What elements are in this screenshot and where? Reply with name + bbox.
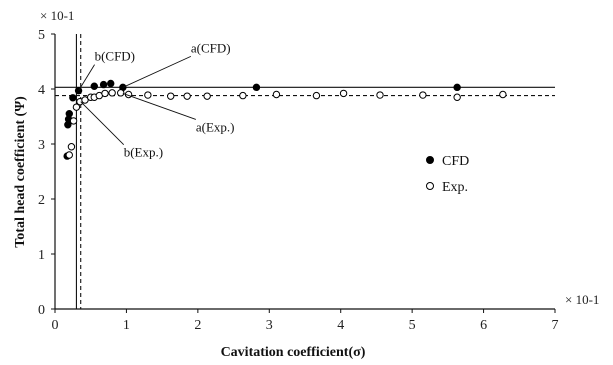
exp-point bbox=[67, 143, 76, 151]
x-tick-label: 6 bbox=[480, 318, 487, 333]
x-tick-label: 3 bbox=[266, 318, 273, 333]
exp-point bbox=[183, 92, 191, 100]
exp-point bbox=[167, 92, 175, 100]
exp-point bbox=[499, 90, 507, 99]
exp-point bbox=[339, 89, 348, 98]
cfd-point bbox=[74, 86, 83, 95]
cfd-point bbox=[69, 94, 77, 102]
exp-point bbox=[144, 91, 152, 99]
legend-exp-label: Exp. bbox=[442, 180, 468, 195]
x-multiplier: × 10-1 bbox=[565, 292, 599, 307]
y-tick-label: 5 bbox=[38, 28, 45, 43]
cfd-point bbox=[90, 82, 98, 90]
y-tick-label: 0 bbox=[38, 303, 45, 318]
annotation-arrow bbox=[122, 55, 192, 88]
exp-point bbox=[101, 89, 109, 98]
x-tick-label: 7 bbox=[552, 318, 559, 333]
exp-point bbox=[72, 103, 81, 111]
y-tick-label: 4 bbox=[38, 83, 45, 98]
x-tick-label: 2 bbox=[194, 318, 201, 333]
annotation-label: b(Exp.) bbox=[124, 145, 163, 160]
cfd-point bbox=[252, 83, 261, 92]
data-points bbox=[63, 79, 507, 160]
y-axis-label: Total head coefficient (Ψ) bbox=[13, 96, 28, 248]
annotations: b(CFD) a(CFD) a(Exp.) b(Exp.) bbox=[78, 40, 235, 160]
tick-labels: 0 1 2 3 4 5 6 7 0 1 2 3 4 5 bbox=[38, 28, 559, 333]
x-axis-label: Cavitation coefficient(σ) bbox=[221, 345, 366, 360]
exp-point bbox=[108, 89, 116, 97]
exp-point bbox=[272, 90, 281, 99]
legend-cfd-label: CFD bbox=[442, 154, 469, 169]
exp-point bbox=[65, 151, 73, 159]
x-tick-label: 4 bbox=[337, 318, 344, 333]
exp-point bbox=[117, 89, 125, 97]
cfd-point bbox=[107, 79, 115, 88]
annotation-label: b(CFD) bbox=[95, 49, 135, 64]
y-tick-label: 3 bbox=[38, 138, 45, 153]
exp-point bbox=[239, 91, 247, 100]
y-tick-label: 1 bbox=[38, 248, 45, 263]
x-tick-label: 0 bbox=[52, 318, 59, 333]
axes bbox=[51, 33, 556, 313]
legend-exp-marker bbox=[426, 182, 434, 190]
legend: CFD Exp. bbox=[426, 154, 469, 195]
exp-point bbox=[69, 117, 78, 125]
exp-point bbox=[203, 92, 211, 100]
exp-point bbox=[453, 93, 461, 101]
annotation-label: a(CFD) bbox=[191, 40, 231, 55]
reference-lines bbox=[55, 34, 555, 309]
annotation-arrow bbox=[78, 64, 95, 91]
exp-point bbox=[81, 96, 89, 104]
exp-point bbox=[312, 91, 321, 100]
exp-point bbox=[419, 91, 427, 99]
cfd-point bbox=[99, 80, 108, 89]
x-tick-label: 5 bbox=[409, 318, 416, 333]
cfd-point bbox=[65, 110, 73, 118]
legend-cfd-marker bbox=[426, 156, 434, 164]
annotation-label: a(Exp.) bbox=[196, 119, 235, 134]
cfd-point bbox=[453, 83, 461, 92]
annotation-arrow bbox=[122, 92, 197, 120]
y-multiplier: × 10-1 bbox=[40, 8, 74, 23]
y-tick-label: 2 bbox=[38, 193, 45, 208]
x-tick-label: 1 bbox=[123, 318, 130, 333]
exp-point bbox=[376, 91, 384, 99]
annotation-arrow bbox=[80, 101, 125, 145]
